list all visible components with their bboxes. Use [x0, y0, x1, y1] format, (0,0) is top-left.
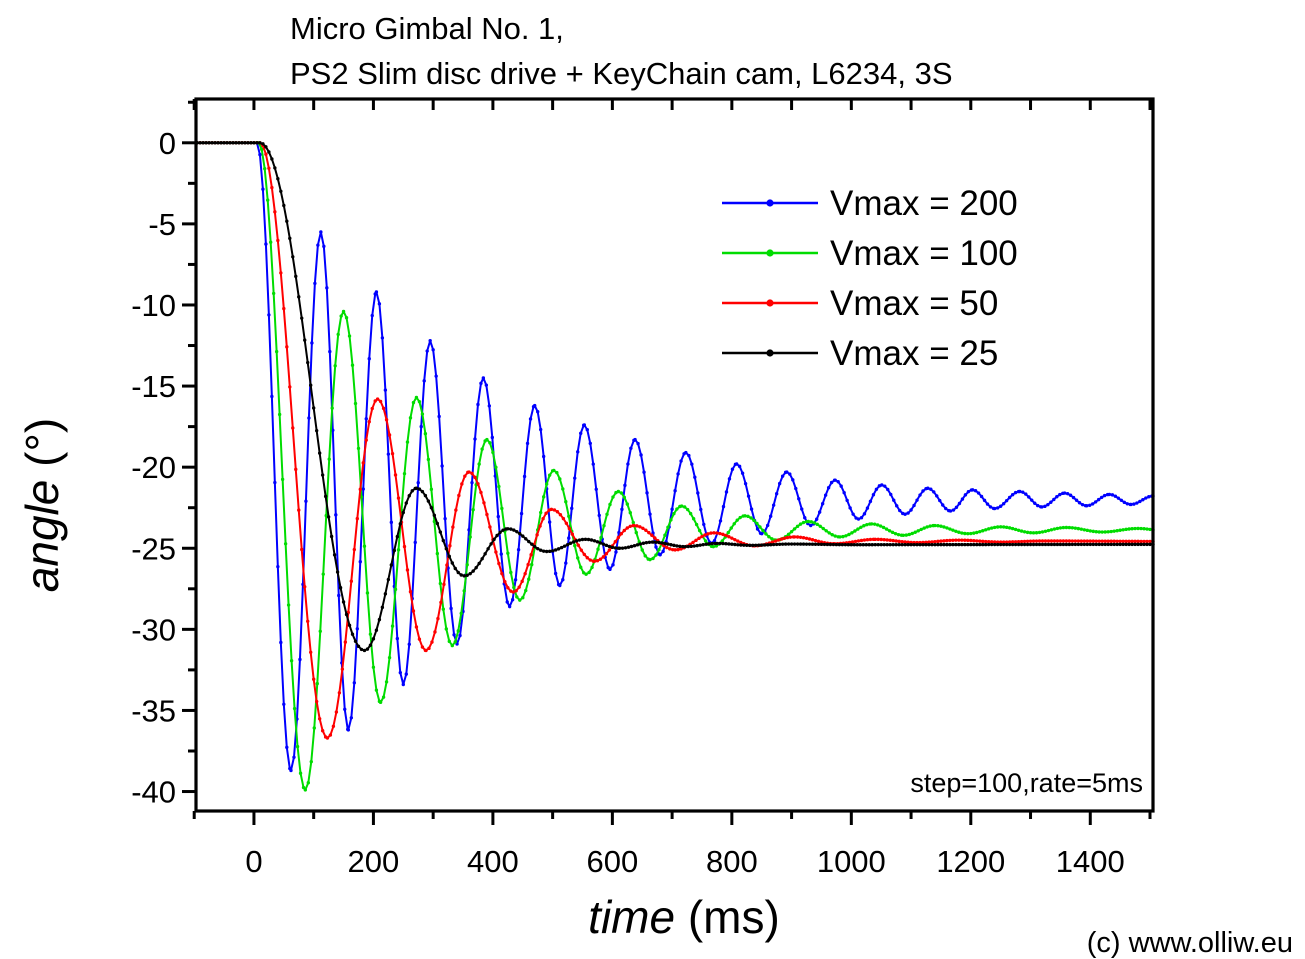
legend-entry-vmax-100: Vmax = 100: [722, 234, 1018, 273]
legend-entry-vmax-200: Vmax = 200: [722, 184, 1018, 223]
x-tick-label: 200: [348, 844, 400, 879]
y-tick-label: -35: [131, 693, 176, 728]
legend-marker-dot: [766, 299, 774, 307]
plot-border: [194, 97, 1155, 813]
legend-label: Vmax = 25: [830, 334, 998, 373]
y-tick-label: -25: [131, 531, 176, 566]
chart-title-line-1: Micro Gimbal No. 1,: [290, 11, 564, 46]
x-tick-label: 600: [587, 844, 639, 879]
legend-entry-vmax-50: Vmax = 50: [722, 284, 998, 323]
x-tick-label: 1400: [1056, 844, 1125, 879]
watermark: (c) www.olliw.eu: [1087, 927, 1293, 959]
x-tick-label: 800: [706, 844, 758, 879]
y-tick-label: 0: [159, 126, 176, 161]
legend-label: Vmax = 100: [830, 234, 1018, 273]
legend: Vmax = 200 Vmax = 100 Vmax = 50 Vmax = 25: [722, 184, 1018, 373]
legend-entry-vmax-25: Vmax = 25: [722, 334, 998, 373]
x-tick-label: 400: [467, 844, 519, 879]
x-axis-title-unit: (ms): [675, 891, 780, 943]
y-axis-title: angle (°): [16, 418, 68, 592]
x-axis-title-name: time: [588, 891, 675, 943]
annotation-step-rate: step=100,rate=5ms: [910, 768, 1143, 798]
y-axis-title-unit: (°): [16, 418, 68, 480]
legend-label: Vmax = 200: [830, 184, 1018, 223]
x-axis-title: time (ms): [588, 891, 780, 943]
y-axis-title-name: angle: [16, 480, 68, 593]
legend-label: Vmax = 50: [830, 284, 998, 323]
x-tick-label: 1200: [936, 844, 1005, 879]
y-tick-label: -10: [131, 288, 176, 323]
y-tick-label: -30: [131, 612, 176, 647]
chart-title-line-2: PS2 Slim disc drive + KeyChain cam, L623…: [290, 56, 953, 91]
y-tick-label: -15: [131, 369, 176, 404]
y-tick-label: -40: [131, 775, 176, 810]
y-tick-label: -5: [148, 207, 176, 242]
x-tick-label: 1000: [817, 844, 886, 879]
legend-marker-dot: [766, 199, 774, 207]
x-tick-label: 0: [245, 844, 262, 879]
legend-marker-dot: [766, 349, 774, 357]
legend-marker-dot: [766, 249, 774, 257]
axis-ticks: 0 200 400 600 800 1000 1200 1400 0 -5 -10 -15 -20 -25…: [131, 99, 1152, 879]
y-tick-label: -20: [131, 450, 176, 485]
